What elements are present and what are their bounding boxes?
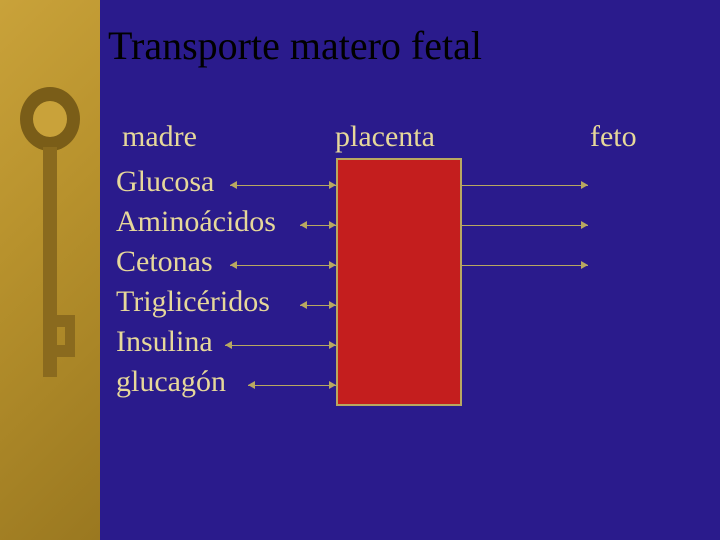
substance-label: glucagón xyxy=(116,365,226,399)
arrow-head-icon xyxy=(581,221,588,229)
arrow-head-icon xyxy=(329,221,336,229)
arrow-line xyxy=(225,345,336,346)
placenta-box xyxy=(336,158,462,406)
arrow-head-icon xyxy=(329,341,336,349)
arrow-head-icon xyxy=(581,261,588,269)
substance-label: Glucosa xyxy=(116,165,214,199)
arrow-head-icon xyxy=(230,181,237,189)
substance-label: Aminoácidos xyxy=(116,205,276,239)
slide-title: Transporte matero fetal xyxy=(108,22,482,69)
slide-main-area: Transporte matero fetal madre placenta f… xyxy=(100,0,720,540)
column-header-madre: madre xyxy=(122,120,197,154)
substance-label: Cetonas xyxy=(116,245,213,279)
arrow-head-icon xyxy=(329,181,336,189)
decorative-left-strip xyxy=(0,0,100,540)
arrow-line xyxy=(230,265,336,266)
arrow-head-icon xyxy=(225,341,232,349)
arrow-line xyxy=(462,185,588,186)
arrow-head-icon xyxy=(581,181,588,189)
arrow-head-icon xyxy=(329,261,336,269)
substance-label: Triglicéridos xyxy=(116,285,270,319)
arrow-head-icon xyxy=(300,301,307,309)
arrow-head-icon xyxy=(230,261,237,269)
arrow-head-icon xyxy=(248,381,255,389)
column-header-feto: feto xyxy=(590,120,637,154)
arrow-head-icon xyxy=(300,221,307,229)
substance-label: Insulina xyxy=(116,325,213,359)
arrow-line xyxy=(248,385,336,386)
arrow-line xyxy=(230,185,336,186)
arrow-head-icon xyxy=(329,381,336,389)
arrow-line xyxy=(462,265,588,266)
key-icon xyxy=(18,85,82,415)
arrow-head-icon xyxy=(329,301,336,309)
column-header-placenta: placenta xyxy=(335,120,435,154)
arrow-line xyxy=(462,225,588,226)
